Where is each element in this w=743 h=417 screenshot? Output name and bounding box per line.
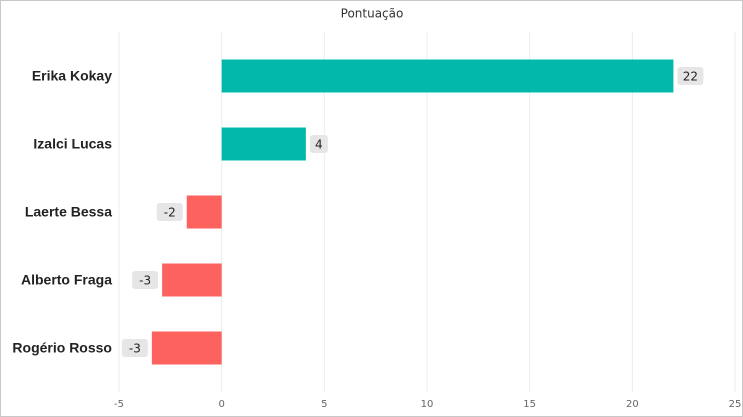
data-label: 22 <box>683 70 698 84</box>
x-tick-label: 15 <box>523 399 536 410</box>
y-tick-label: Alberto Fraga <box>21 272 112 288</box>
bar <box>151 331 222 365</box>
x-tick-label: 25 <box>729 399 742 410</box>
data-label-bg <box>156 203 183 221</box>
bar <box>162 263 222 297</box>
data-label: -3 <box>129 342 141 356</box>
x-tick-label: 10 <box>421 399 434 410</box>
data-label: 4 <box>315 138 323 152</box>
y-tick-label: Laerte Bessa <box>25 204 112 220</box>
y-tick-label: Erika Kokay <box>32 68 112 84</box>
x-tick-label: -5 <box>114 399 124 410</box>
y-tick-label: Rogério Rosso <box>12 340 112 356</box>
bar <box>221 127 306 161</box>
data-label-bg <box>132 271 159 289</box>
chart-title: Pontuação <box>341 7 404 21</box>
x-tick-label: 20 <box>626 399 639 410</box>
data-label-bg <box>309 135 328 153</box>
data-label: -2 <box>164 206 176 220</box>
data-label-bg <box>121 339 148 357</box>
bar <box>186 195 222 229</box>
data-label: -3 <box>139 274 151 288</box>
data-label-bg <box>677 67 704 85</box>
x-tick-label: 0 <box>218 399 224 410</box>
bar <box>221 59 674 93</box>
x-tick-label: 5 <box>321 399 327 410</box>
y-tick-label: Izalci Lucas <box>33 136 112 152</box>
